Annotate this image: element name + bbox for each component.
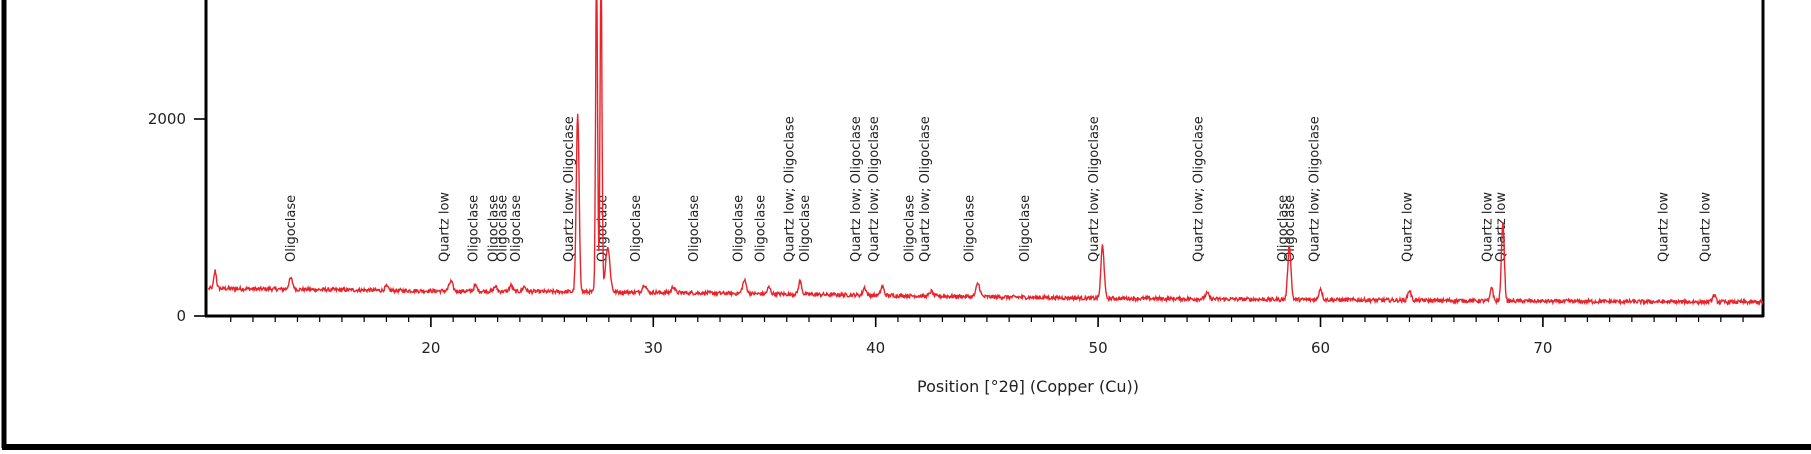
- peak-label: Quartz low; Oligoclase: [782, 116, 797, 262]
- peak-label: Quartz low; Oligoclase: [867, 116, 882, 262]
- peak-labels: Oligoclase Quartz low Oligoclase Oligoclase…: [284, 116, 1713, 262]
- y-ticks: 0 2000: [148, 110, 206, 325]
- peak-label: Oligoclase: [1018, 195, 1033, 262]
- x-tick-label: 50: [1089, 339, 1108, 357]
- x-tick-label: 30: [644, 339, 663, 357]
- peak-label: Quartz low: [1481, 192, 1496, 262]
- x-minor-ticks: [230, 316, 1744, 322]
- y-tick-label: 2000: [148, 110, 186, 128]
- peak-label: Oligoclase: [754, 195, 769, 262]
- x-tick-label: 70: [1533, 339, 1552, 357]
- diffraction-trace: [207, 0, 1763, 307]
- peak-label: Oligoclase: [731, 195, 746, 262]
- peak-label: Oligoclase: [629, 195, 644, 262]
- peak-label: Oligoclase: [487, 195, 502, 262]
- peak-label: Quartz low; Oligoclase: [918, 116, 933, 262]
- peak-label: Oligoclase: [1283, 195, 1298, 262]
- peak-label: Oligoclase: [496, 195, 511, 262]
- peak-label: Oligoclase: [687, 195, 702, 262]
- x-major-ticks: 20 30 40 50 60 70: [421, 316, 1552, 357]
- peak-label: Quartz low; Oligoclase: [562, 116, 577, 262]
- peak-label: Quartz low; Oligoclase: [1307, 116, 1322, 262]
- peak-label: Oligoclase: [284, 195, 299, 262]
- peak-label: Oligoclase: [467, 195, 482, 262]
- y-tick-label: 0: [176, 307, 186, 325]
- peak-label: Quartz low; Oligoclase: [1192, 116, 1207, 262]
- peak-label: Oligoclase: [798, 195, 813, 262]
- x-tick-label: 20: [421, 339, 440, 357]
- peak-label: Oligoclase: [903, 195, 918, 262]
- peak-label: Quartz low: [1401, 192, 1416, 262]
- peak-label: Quartz low: [438, 192, 453, 262]
- peak-label: Quartz low; Oligoclase: [1087, 116, 1102, 262]
- peak-label: Quartz low: [1699, 192, 1714, 262]
- peak-label: Oligoclase: [509, 195, 524, 262]
- peak-label: Quartz low: [1494, 192, 1509, 262]
- peak-label: Quartz low: [1656, 192, 1671, 262]
- peak-label: Oligoclase: [963, 195, 978, 262]
- x-axis-title: Position [°2θ] (Copper (Cu)): [917, 377, 1139, 396]
- peak-label: Oligoclase: [1276, 195, 1291, 262]
- x-tick-label: 60: [1311, 339, 1330, 357]
- peak-label: Quartz low; Oligoclase: [849, 116, 864, 262]
- x-tick-label: 40: [866, 339, 885, 357]
